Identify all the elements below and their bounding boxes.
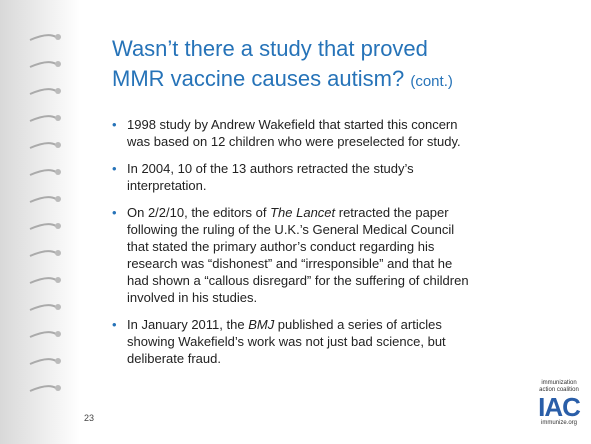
bullet-marker: • [112,205,117,220]
text: research was “dishonest” and “irresponsi… [127,256,453,271]
text: deliberate fraud. [127,351,221,366]
text: showing Wakefield’s work was not just ba… [127,334,446,349]
logo-url: immunize.org [540,420,577,426]
title-line: Wasn’t there a study that proved [112,36,428,61]
title-line: MMR vaccine causes autism? (cont.) [112,64,453,97]
bullet-line: had shown a “callous disregard” for the … [127,272,582,289]
bullet-line: involved in his studies. [127,289,582,306]
logo-mark: IAC [538,392,581,422]
text: In January 2011, the [127,317,249,332]
bullet-line: research was “dishonest” and “irresponsi… [127,255,582,272]
logo-text: immunization [541,380,577,386]
bullet-line: 1998 study by Andrew Wakefield that star… [127,116,582,133]
title-text: MMR vaccine causes autism? [112,66,405,91]
slide-title: Wasn’t there a study that proved MMR vac… [112,34,453,97]
bullet-line: that stated the primary author’s conduct… [127,238,582,255]
bullet-line: following the ruling of the U.K.’s Gener… [127,221,582,238]
logo-text: action coalition [539,387,579,393]
text: interpretation. [127,178,207,193]
bullet-line: deliberate fraud. [127,350,582,367]
bullet-line: On 2/2/10, the editors of The Lancet ret… [127,204,582,221]
text: 1998 study by Andrew Wakefield that star… [127,117,458,132]
text: On 2/2/10, the editors of [127,205,271,220]
bullet-line: In January 2011, the BMJ published a ser… [127,316,582,333]
bullet: • 1998 study by Andrew Wakefield that sta… [112,116,582,150]
text: had shown a “callous disregard” for the … [127,273,469,288]
logo: immunization action coalition IAC immuni… [532,380,586,427]
bullet-marker: • [112,117,117,132]
bullet: • In 2004, 10 of the 13 authors retracted… [112,160,582,194]
text: involved in his studies. [127,290,258,305]
bullet: • In January 2011, the BMJ published a se… [112,316,582,367]
spiral-binding [0,0,80,444]
bullet-marker: • [112,317,117,332]
bullet: • On 2/2/10, the editors of The Lancet re… [112,204,582,306]
bullet-line: was based on 12 children who were presel… [127,133,582,150]
text: that stated the primary author’s conduct… [127,239,435,254]
bullet-line: showing Wakefield’s work was not just ba… [127,333,582,350]
text: published a series of articles [274,317,442,332]
text: was based on 12 children who were presel… [127,134,461,149]
text: retracted the paper [335,205,449,220]
bullet-line: In 2004, 10 of the 13 authors retracted … [127,160,582,177]
bullet-line: interpretation. [127,177,582,194]
text: In 2004, 10 of the 13 authors retracted … [127,161,414,176]
title-suffix: (cont.) [410,73,453,90]
text: following the ruling of the U.K.’s Gener… [127,222,455,237]
emphasis: BMJ [248,317,275,332]
bullet-marker: • [112,161,117,176]
bullet-list: • 1998 study by Andrew Wakefield that sta… [112,116,582,377]
emphasis: The Lancet [270,205,336,220]
page-number: 23 [84,413,95,423]
